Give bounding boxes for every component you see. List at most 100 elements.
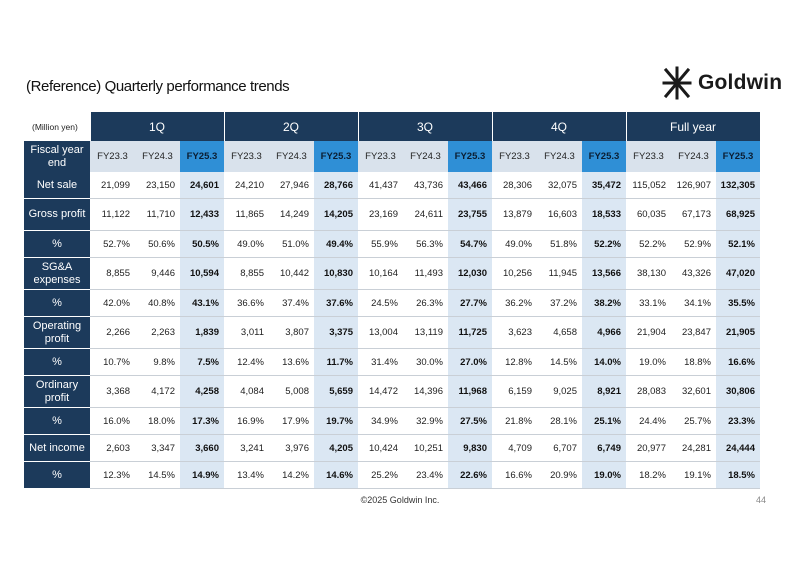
row-label: % — [24, 348, 90, 376]
table-cell: 60,035 — [626, 198, 671, 231]
table-cell: 2,603 — [90, 434, 135, 462]
year-header-cell: FY23.3 — [492, 141, 537, 172]
table-cell: 14.5% — [537, 348, 582, 376]
table-cell: 9.8% — [135, 348, 180, 376]
table-cell: 52.7% — [90, 230, 135, 258]
table-cell: 27.7% — [448, 289, 492, 317]
table-cell: 2,263 — [135, 316, 180, 349]
table-cell: 19.0% — [582, 461, 626, 489]
logo-wordmark: Goldwin — [698, 71, 783, 94]
table-cell: 3,976 — [269, 434, 314, 462]
table-cell: 16.9% — [224, 407, 269, 435]
table-cell: 12,433 — [180, 198, 224, 231]
table-cell: 10,594 — [180, 257, 224, 290]
table-cell: 24,601 — [180, 172, 224, 199]
period-header-full-year: Full year — [625, 112, 761, 141]
table-cell: 11,968 — [448, 375, 492, 408]
table-cell: 35.5% — [716, 289, 760, 317]
table-cell: 23,169 — [358, 198, 403, 231]
table-row: % 16.0% 18.0% 17.3% 16.9% 17.9% 19.7% 34.9% 32.9… — [24, 407, 760, 435]
table-cell: 30.0% — [403, 348, 448, 376]
table-cell: 18.0% — [135, 407, 180, 435]
table-cell: 16,603 — [537, 198, 582, 231]
company-logo: Goldwin — [662, 66, 782, 100]
table-cell: 38.2% — [582, 289, 626, 317]
table-cell: 43,736 — [403, 172, 448, 199]
year-header-cell: FY24.3 — [269, 141, 314, 172]
table-cell: 52.2% — [626, 230, 671, 258]
table-cell: 19.0% — [626, 348, 671, 376]
table-cell: 13,004 — [358, 316, 403, 349]
table-cell: 43,466 — [448, 172, 492, 199]
table-cell: 16.0% — [90, 407, 135, 435]
table-cell: 18,533 — [582, 198, 626, 231]
table-cell: 14.0% — [582, 348, 626, 376]
table-cell: 43,326 — [671, 257, 716, 290]
table-cell: 9,830 — [448, 434, 492, 462]
table-cell: 3,807 — [269, 316, 314, 349]
fiscal-year-end-label: Fiscal year end — [24, 141, 90, 172]
table-cell: 34.1% — [671, 289, 716, 317]
table-cell: 4,205 — [314, 434, 358, 462]
table-cell: 12.8% — [492, 348, 537, 376]
copyright-footer: ©2025 Goldwin Inc. — [360, 495, 440, 505]
table-cell: 14.2% — [269, 461, 314, 489]
table-cell: 115,052 — [626, 172, 671, 199]
year-header-cell: FY24.3 — [403, 141, 448, 172]
table-cell: 68,925 — [716, 198, 760, 231]
table-cell: 11,493 — [403, 257, 448, 290]
year-header-cell: FY23.3 — [224, 141, 269, 172]
row-label: Net income — [24, 434, 90, 462]
table-cell: 19.7% — [314, 407, 358, 435]
table-cell: 12,030 — [448, 257, 492, 290]
table-cell: 8,855 — [224, 257, 269, 290]
table-cell: 49.4% — [314, 230, 358, 258]
table-cell: 13,566 — [582, 257, 626, 290]
table-cell: 21,099 — [90, 172, 135, 199]
table-cell: 9,025 — [537, 375, 582, 408]
table-cell: 23,847 — [671, 316, 716, 349]
table-cell: 30,806 — [716, 375, 760, 408]
table-cell: 21.8% — [492, 407, 537, 435]
table-cell: 28,766 — [314, 172, 358, 199]
table-cell: 25.7% — [671, 407, 716, 435]
period-header-3q: 3Q — [357, 112, 493, 141]
table-cell: 14,396 — [403, 375, 448, 408]
table-cell: 11,122 — [90, 198, 135, 231]
table-cell: 49.0% — [224, 230, 269, 258]
page-title: (Reference) Quarterly performance trends — [26, 78, 290, 95]
performance-table: (Million yen) 1Q 2Q 3Q 4Q Full year Fisc… — [24, 112, 761, 489]
table-cell: 43.1% — [180, 289, 224, 317]
table-cell: 23,150 — [135, 172, 180, 199]
table-row: Net sale 21,099 23,150 24,601 24,210 27,946 28… — [24, 172, 760, 199]
table-cell: 37.6% — [314, 289, 358, 317]
table-cell: 6,159 — [492, 375, 537, 408]
table-cell: 21,904 — [626, 316, 671, 349]
table-cell: 16.6% — [492, 461, 537, 489]
table-cell: 47,020 — [716, 257, 760, 290]
table-cell: 56.3% — [403, 230, 448, 258]
table-cell: 11,710 — [135, 198, 180, 231]
table-cell: 10,442 — [269, 257, 314, 290]
table-cell: 24,611 — [403, 198, 448, 231]
table-cell: 4,966 — [582, 316, 626, 349]
table-cell: 17.3% — [180, 407, 224, 435]
period-header-4q: 4Q — [491, 112, 627, 141]
table-cell: 23.4% — [403, 461, 448, 489]
table-cell: 35,472 — [582, 172, 626, 199]
table-cell: 25.1% — [582, 407, 626, 435]
table-row: Operating profit 2,266 2,263 1,839 3,011 3,80… — [24, 316, 760, 349]
table-cell: 21,905 — [716, 316, 760, 349]
row-label: Gross profit — [24, 198, 90, 231]
table-cell: 27.5% — [448, 407, 492, 435]
table-cell: 67,173 — [671, 198, 716, 231]
table-cell: 14.5% — [135, 461, 180, 489]
table-cell: 11,865 — [224, 198, 269, 231]
table-cell: 13,879 — [492, 198, 537, 231]
period-header-1q: 1Q — [89, 112, 225, 141]
year-header-cell: FY25.3 — [314, 141, 358, 172]
table-cell: 13.4% — [224, 461, 269, 489]
table-cell: 28,306 — [492, 172, 537, 199]
table-row: Gross profit 11,122 11,710 12,433 11,865 14,2… — [24, 198, 760, 231]
table-cell: 18.5% — [716, 461, 760, 489]
